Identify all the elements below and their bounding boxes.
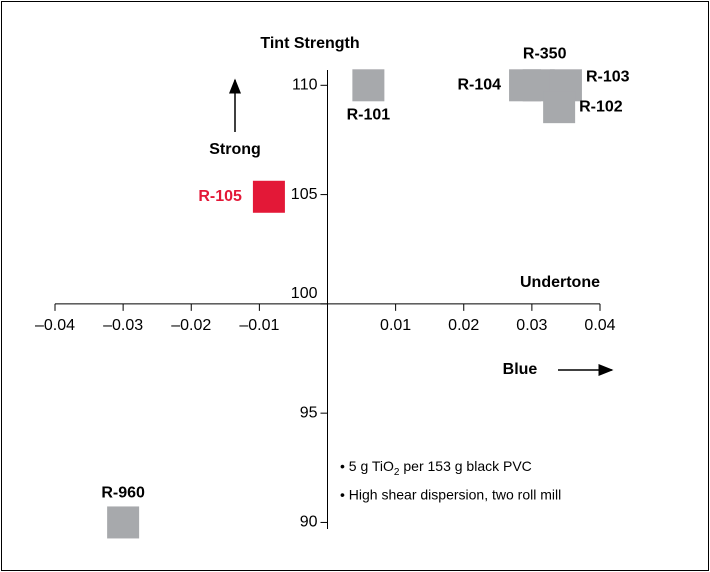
note-subscript: 2	[394, 467, 400, 478]
point-label: R-103	[586, 69, 630, 86]
y-tick-label: 90	[300, 514, 318, 531]
marker	[543, 91, 576, 124]
y-tick-label: 100	[291, 285, 318, 302]
point-label: R-101	[347, 107, 391, 124]
marker	[252, 180, 285, 213]
x-tick-label: –0.04	[35, 317, 75, 334]
point-label: R-960	[101, 485, 145, 502]
marker	[352, 69, 385, 102]
point-label: R-104	[457, 77, 501, 94]
x-tick-label: 0.01	[380, 317, 411, 334]
annotation: Strong	[209, 141, 261, 158]
point-label: R-350	[523, 46, 567, 63]
y-tick-label: 95	[300, 404, 318, 421]
annotation: Blue	[503, 361, 538, 378]
marker	[107, 506, 140, 539]
x-tick-label: 0.03	[516, 317, 547, 334]
note-text: • 5 g TiO	[340, 458, 394, 474]
note-text: per 153 g black PVC	[399, 458, 531, 474]
note: • High shear dispersion, two roll mill	[340, 487, 561, 503]
point-label: R-105	[198, 188, 242, 205]
note: • 5 g TiO2 per 153 g black PVC	[340, 458, 532, 478]
x-tick-label: 0.04	[584, 317, 615, 334]
chart-title: Tint Strength	[260, 35, 359, 52]
point-label: R-102	[579, 98, 623, 115]
x-tick-label: 0.02	[448, 317, 479, 334]
x-axis-label: Undertone	[520, 274, 600, 291]
x-tick-label: –0.03	[103, 317, 143, 334]
x-tick-label: –0.01	[239, 317, 279, 334]
x-tick-label: –0.02	[171, 317, 211, 334]
y-tick-label: 110	[292, 77, 318, 94]
y-tick-label: 105	[291, 186, 318, 203]
